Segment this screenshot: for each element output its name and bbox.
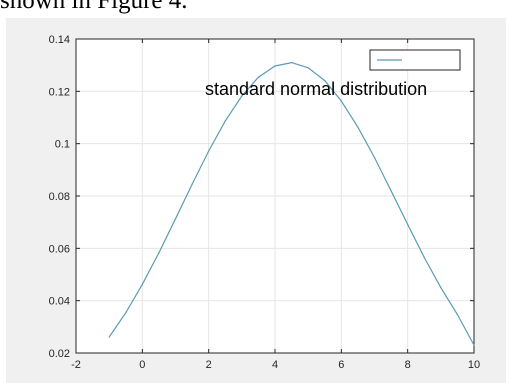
y-tick-label: 0.12 <box>49 86 70 98</box>
data-point <box>125 312 127 314</box>
y-tick-label: 0.08 <box>49 191 70 203</box>
data-point <box>141 283 143 286</box>
data-point <box>108 336 110 338</box>
ticks: -2 0 2 4 6 8 10 0.02 0.04 0.06 0.08 0.1 0.12 0.14 <box>49 34 481 371</box>
data-point <box>473 344 475 346</box>
page-text: shown in Figure 4. <box>0 0 188 14</box>
legend <box>369 49 461 71</box>
data-point <box>307 67 309 69</box>
data-point <box>407 223 409 226</box>
data-point <box>208 150 210 152</box>
data-point <box>241 95 243 97</box>
x-tick-label: 0 <box>139 359 145 371</box>
y-tick-label: 0.02 <box>49 348 70 360</box>
data-point <box>357 126 359 128</box>
data-point <box>456 313 459 316</box>
data-point <box>274 65 276 67</box>
y-tick-label: 0.04 <box>49 296 70 308</box>
data-point <box>423 256 425 259</box>
data-point <box>191 183 193 185</box>
data-point <box>224 120 226 122</box>
data-point <box>257 76 260 78</box>
x-tick-label: 10 <box>468 359 480 371</box>
data-point <box>158 252 160 254</box>
y-tick-label: 0.06 <box>49 243 70 255</box>
data-point <box>290 61 293 64</box>
x-tick-label: 8 <box>405 359 411 371</box>
data-point <box>174 218 177 220</box>
y-tick-label: 0.14 <box>49 34 70 46</box>
annotation-label: standard normal distribution <box>205 79 427 99</box>
data-point <box>390 190 392 192</box>
data-point <box>440 286 442 289</box>
x-tick-label: 6 <box>338 359 344 371</box>
y-tick-label: 0.1 <box>55 139 70 151</box>
x-tick-label: 2 <box>206 359 212 371</box>
data-point <box>373 156 376 159</box>
x-tick-label: 4 <box>272 359 278 371</box>
x-tick-label: -2 <box>71 359 81 371</box>
legend-box <box>369 49 461 71</box>
series-group <box>108 61 475 346</box>
data-point <box>324 80 326 82</box>
data-point <box>340 100 342 102</box>
